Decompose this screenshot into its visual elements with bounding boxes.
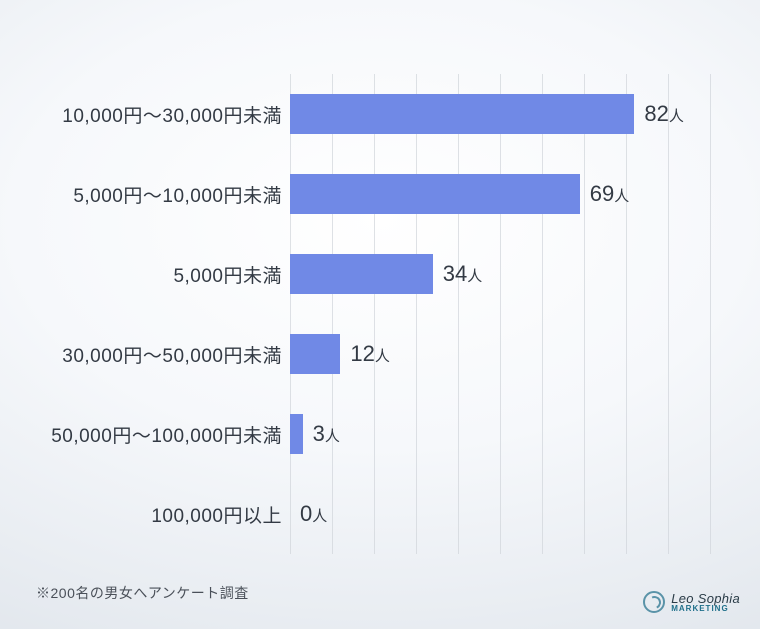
bar [290, 174, 580, 214]
category-label: 30,000円〜50,000円未満 [0, 314, 282, 394]
chart-row: 10,000円〜30,000円未満 82人 [0, 74, 760, 154]
bar [290, 94, 634, 134]
chart-row: 100,000円以上 0人 [0, 474, 760, 554]
chart-row: 5,000円〜10,000円未満 69人 [0, 154, 760, 234]
chart-row: 5,000円未満 34人 [0, 234, 760, 314]
category-label: 100,000円以上 [0, 474, 282, 554]
category-label: 10,000円〜30,000円未満 [0, 74, 282, 154]
value-label: 34人 [443, 261, 483, 287]
brand-logo-icon [643, 591, 665, 613]
category-label: 5,000円〜10,000円未満 [0, 154, 282, 234]
chart-row: 50,000円〜100,000円未満 3人 [0, 394, 760, 474]
category-label: 50,000円〜100,000円未満 [0, 394, 282, 474]
category-label: 5,000円未満 [0, 234, 282, 314]
value-label: 3人 [313, 421, 340, 447]
brand-logo: Leo Sophia MARKETING [643, 591, 740, 613]
value-label: 82人 [644, 101, 684, 127]
bar-wrap: 12人 [290, 314, 390, 394]
bar [290, 254, 433, 294]
brand-logo-line2: MARKETING [671, 605, 740, 613]
horizontal-bar-chart: 10,000円〜30,000円未満82人5,000円〜10,000円未満69人5… [0, 74, 760, 554]
value-label: 69人 [590, 181, 630, 207]
bar-wrap: 82人 [290, 74, 684, 154]
bar-wrap: 3人 [290, 394, 340, 474]
bar-wrap: 69人 [290, 154, 629, 234]
brand-logo-text: Leo Sophia MARKETING [671, 592, 740, 613]
bar [290, 414, 303, 454]
footnote: ※200名の男女へアンケート調査 [36, 583, 249, 603]
brand-logo-line1: Leo Sophia [671, 592, 740, 605]
bar-wrap: 0人 [290, 474, 327, 554]
chart-row: 30,000円〜50,000円未満 12人 [0, 314, 760, 394]
bar-wrap: 34人 [290, 234, 482, 314]
value-label: 12人 [350, 341, 390, 367]
bar [290, 334, 340, 374]
value-label: 0人 [300, 501, 327, 527]
